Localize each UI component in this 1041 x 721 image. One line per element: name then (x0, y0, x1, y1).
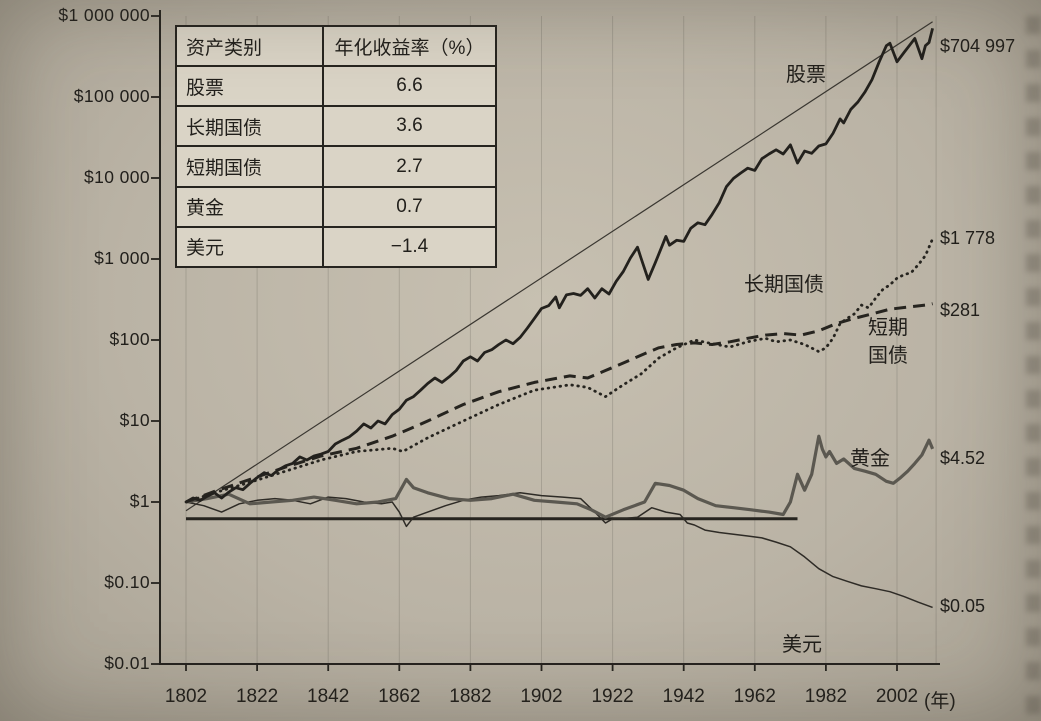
table-cell-asset: 美元 (175, 225, 324, 269)
table-cell-return: 3.6 (322, 105, 497, 148)
x-tick-label: 2002 (875, 686, 919, 707)
table-cell-asset: 黄金 (175, 185, 324, 228)
returns-summary-table: 资产类别 年化收益率（%） 股票 6.6 长期国债 3.6 短期国债 2.7 黄… (175, 24, 497, 269)
table-header-asset-class: 资产类别 (175, 24, 324, 68)
table-cell-asset: 长期国债 (175, 105, 324, 148)
y-tick-label: $10 (119, 410, 150, 430)
table-row: 长期国债 3.6 (175, 105, 497, 148)
x-tick-label: 1862 (378, 686, 421, 707)
x-tick-label: 1802 (164, 686, 208, 707)
table-header-annualized-return: 年化收益率（%） (322, 24, 497, 68)
table-row: 黄金 0.7 (175, 185, 497, 228)
long-bonds-series-label: 长期国债 (744, 274, 824, 296)
table-row: 短期国债 2.7 (175, 145, 497, 188)
y-tick-label: $0.01 (104, 653, 150, 673)
table-cell-return: −1.4 (322, 225, 497, 269)
table-cell-asset: 短期国债 (175, 145, 324, 188)
dollar-series-label: 美元 (782, 634, 822, 656)
y-tick-label: $1 000 (94, 248, 150, 268)
x-tick-label: 1982 (804, 686, 848, 707)
table-row: 美元 −1.4 (175, 225, 497, 269)
table-cell-return: 2.7 (322, 145, 497, 188)
gold-end-value: $4.52 (940, 448, 986, 468)
y-tick-label: $100 000 (73, 86, 150, 106)
x-tick-label: 1882 (449, 686, 492, 707)
x-tick-label: 1962 (733, 686, 776, 707)
table-row: 股票 6.6 (175, 65, 497, 108)
short-bonds-series-label: 短期 国债 (868, 314, 908, 370)
table-cell-return: 6.6 (322, 65, 497, 108)
stocks-line (185, 27, 934, 504)
gold-line (185, 434, 935, 519)
dollar-end-value: $0.05 (940, 596, 986, 616)
table-cell-asset: 股票 (175, 65, 324, 108)
y-tick-label: $1 (129, 491, 150, 511)
dollar-line (185, 492, 933, 609)
x-tick-label: 1822 (235, 686, 279, 707)
trend-line (185, 21, 933, 512)
y-tick-label: $10 000 (83, 167, 150, 187)
short-bonds-label-line1: 短期 (868, 317, 908, 339)
table-header-row: 资产类别 年化收益率（%） (175, 24, 497, 68)
long-bonds-end-value: $1 778 (940, 228, 996, 248)
x-tick-label: 1922 (591, 686, 634, 707)
gold-series-label: 黄金 (850, 448, 890, 470)
x-tick-label: 1942 (662, 686, 705, 707)
x-tick-label: 1842 (307, 686, 350, 707)
x-tick-label: 1902 (520, 686, 563, 707)
x-axis-unit-label: (年) (924, 691, 956, 712)
short-bonds-end-value: $281 (940, 300, 981, 320)
table-cell-return: 0.7 (322, 185, 497, 228)
stocks-series-label: 股票 (786, 64, 826, 86)
stocks-end-value: $704 997 (940, 36, 1016, 56)
y-tick-label: $1 000 000 (58, 5, 150, 25)
bonds-line (184, 237, 934, 504)
bills-line (185, 302, 933, 504)
y-tick-label: $0.10 (104, 572, 150, 592)
y-tick-label: $100 (109, 329, 150, 349)
short-bonds-label-line2: 国债 (868, 345, 908, 367)
